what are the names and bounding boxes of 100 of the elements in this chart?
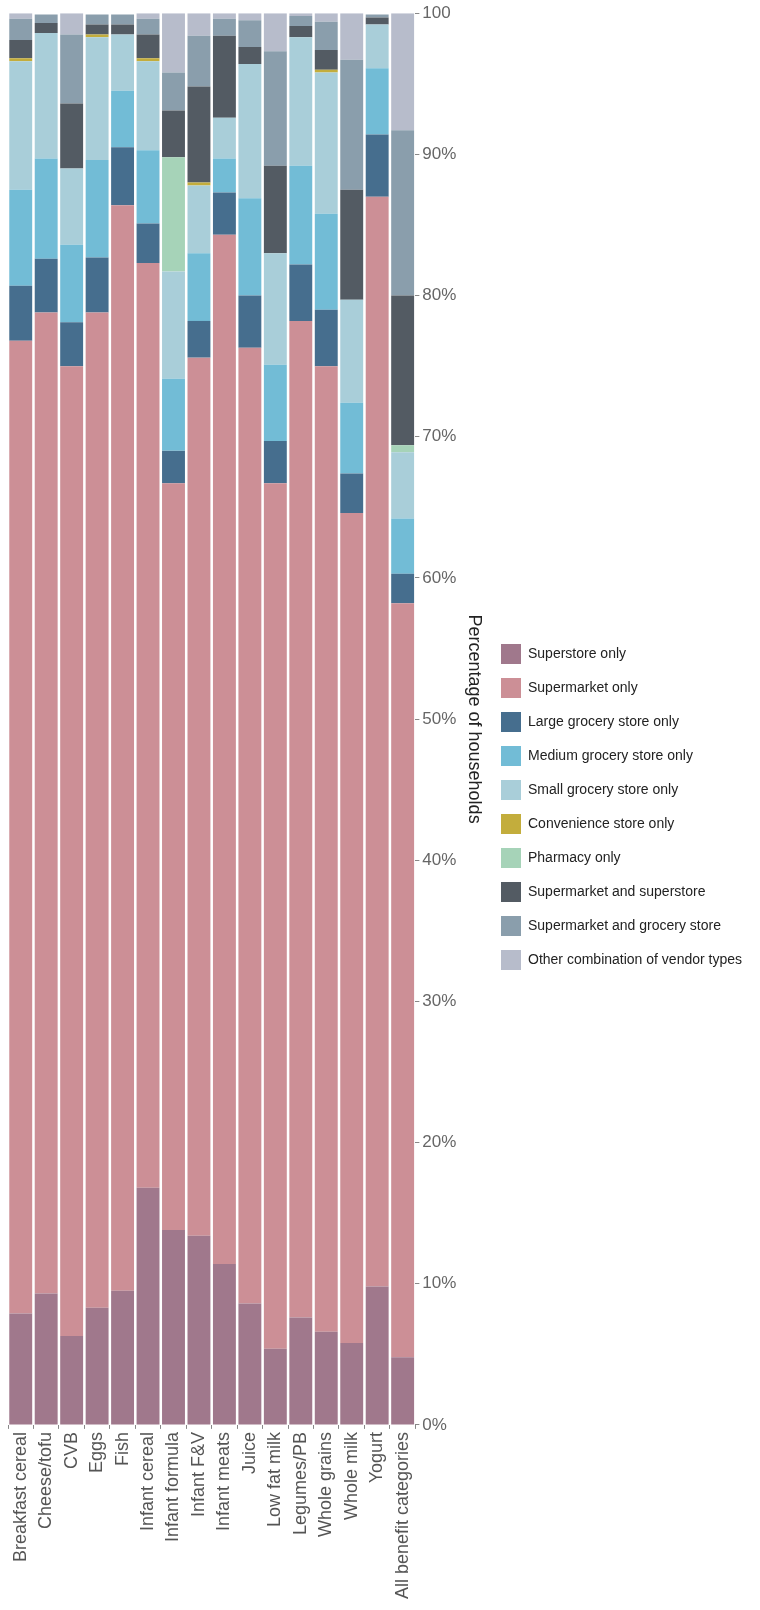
y-tick-label: 10% (422, 1273, 457, 1293)
bar (340, 473, 364, 513)
bar (136, 150, 160, 224)
bar (340, 402, 364, 474)
bar (263, 1348, 287, 1425)
bar (85, 14, 109, 25)
bar (238, 47, 262, 65)
bar (187, 320, 211, 358)
bar (9, 40, 33, 59)
bar (34, 158, 58, 259)
bar (162, 110, 185, 158)
bar (212, 117, 236, 159)
bar (9, 1313, 33, 1425)
bar (34, 258, 58, 313)
y-tick-label: 70% (422, 426, 457, 446)
bar (162, 483, 185, 1231)
bar (187, 35, 211, 87)
bar (136, 18, 160, 35)
x-tick-label: Whole grains (315, 1431, 336, 1537)
x-tick-label: Infant F&V (187, 1431, 208, 1517)
x-tick-label: Infant cereal (137, 1431, 157, 1531)
bar (365, 196, 389, 1287)
bar (391, 130, 415, 296)
bar (391, 1357, 415, 1425)
bar (238, 1303, 262, 1425)
bar (340, 512, 364, 1344)
y-tick-label: 100 (422, 2, 451, 22)
bar (340, 1343, 364, 1425)
bar (111, 24, 135, 35)
y-tick-label: 90% (422, 144, 457, 164)
x-tick-label: CVB (60, 1431, 81, 1469)
bar (85, 257, 109, 313)
bar (289, 25, 313, 38)
x-tick-label: Infant formula (162, 1430, 183, 1542)
bar (111, 90, 135, 148)
x-tick-label: Breakfast cereal (9, 1431, 30, 1562)
bar (391, 13, 415, 131)
bar (212, 234, 236, 1264)
legend-label: Convenience store only (527, 814, 675, 831)
bar (60, 13, 84, 35)
bar (9, 58, 33, 62)
bar (289, 1317, 313, 1425)
legend-label: Supermarket and superstore (527, 882, 706, 899)
bar (340, 13, 364, 60)
bar (212, 192, 236, 235)
x-tick-label: Legumes/PB (289, 1431, 310, 1535)
bar (340, 299, 364, 403)
bar (263, 165, 287, 254)
bar (136, 263, 160, 1188)
bar (212, 35, 236, 118)
bar (187, 357, 211, 1236)
bar (365, 24, 389, 69)
bar (60, 103, 84, 169)
bar (111, 205, 135, 1291)
legend-label: Medium grocery store only (527, 746, 693, 763)
bar (238, 20, 262, 48)
y-tick-label: 80% (422, 285, 457, 305)
bar (238, 295, 262, 348)
bar (85, 37, 109, 161)
bar (136, 223, 160, 264)
y-tick-label: 50% (422, 708, 457, 728)
y-tick-label: 40% (422, 849, 457, 869)
bar (85, 24, 109, 35)
bar (391, 603, 415, 1358)
y-tick-label: 60% (422, 567, 457, 587)
bar (314, 1331, 338, 1425)
bar (391, 295, 415, 446)
bar (60, 366, 84, 1336)
bar (340, 59, 364, 190)
bar (314, 366, 338, 1332)
bar (314, 49, 338, 70)
bar (34, 14, 58, 24)
legend-label: Other combination of vendor types (527, 950, 743, 967)
bar (34, 32, 58, 159)
bar (391, 452, 415, 519)
bar (136, 61, 160, 151)
bar (238, 198, 262, 296)
bar (9, 18, 33, 41)
legend-label: Pharmacy only (527, 848, 621, 865)
bar (9, 340, 33, 1314)
x-tick-label: Juice (238, 1431, 259, 1474)
bar (85, 34, 109, 38)
bar (162, 378, 185, 451)
y-tick-label: 20% (422, 1132, 457, 1152)
bar (289, 37, 313, 166)
bar (162, 271, 185, 379)
bar (289, 264, 313, 321)
bar (162, 157, 185, 272)
bar (212, 158, 236, 193)
bar (289, 320, 313, 1318)
bar (9, 285, 33, 341)
x-tick-label: Infant meats (213, 1431, 234, 1531)
bar (162, 72, 185, 111)
bar (391, 445, 415, 453)
bar (238, 347, 262, 1304)
bar (85, 312, 109, 1308)
bar (365, 134, 389, 197)
bar (136, 34, 160, 59)
bar (365, 17, 389, 25)
y-tick-label: 30% (422, 991, 457, 1011)
